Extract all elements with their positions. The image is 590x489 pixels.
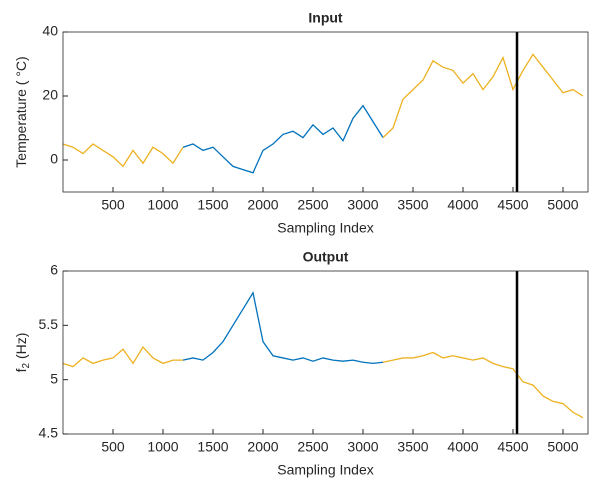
x-tick-label: 5000: [547, 197, 578, 213]
y-tick-label: 40: [42, 23, 58, 39]
x-tick-label: 4000: [447, 439, 478, 455]
axes-box: [62, 31, 589, 193]
y-axis-label: f2 (Hz): [13, 333, 32, 373]
series-line: [62, 345, 183, 368]
x-tick-label: 2500: [297, 197, 328, 213]
y-tick-label: 4.5: [39, 425, 59, 441]
x-tick-label: 3500: [397, 439, 428, 455]
y-tick-label: 20: [42, 87, 58, 103]
plot-area: [63, 32, 588, 192]
x-tick-label: 4000: [447, 197, 478, 213]
x-axis-label: Sampling Index: [277, 462, 374, 478]
x-tick-label: 3000: [347, 439, 378, 455]
x-tick-label: 1500: [197, 439, 228, 455]
y-axis-label-sub: 2: [21, 363, 32, 369]
x-tick-label: 2000: [247, 439, 278, 455]
y-tick-label: 5: [50, 370, 58, 386]
y-axis-label-main: Temperature ( °C): [13, 56, 29, 167]
x-tick-label: 2000: [247, 197, 278, 213]
y-tick-label: 0: [50, 151, 58, 167]
series-line: [182, 104, 384, 174]
x-tick-label: 1000: [147, 439, 178, 455]
series-line: [62, 143, 184, 168]
x-tick-label: 4500: [497, 439, 528, 455]
chart-title: Input: [308, 10, 343, 26]
x-axis-label: Sampling Index: [277, 220, 374, 236]
y-axis-label: Temperature ( °C): [13, 56, 29, 167]
y-tick-label: 5.5: [39, 316, 59, 332]
x-tick-label: 4500: [497, 197, 528, 213]
x-tick-label: 1000: [147, 197, 178, 213]
x-tick-label: 5000: [547, 439, 578, 455]
x-tick-label: 500: [101, 439, 125, 455]
chart-title: Output: [303, 249, 349, 265]
y-tick-label: 6: [50, 262, 58, 278]
y-axis-label-rest: (Hz): [13, 333, 29, 363]
x-tick-label: 500: [101, 197, 125, 213]
axes-box: [62, 270, 589, 435]
x-tick-label: 3500: [397, 197, 428, 213]
series-line: [182, 290, 384, 365]
y-axis-label-main: f: [13, 368, 29, 372]
x-tick-label: 3000: [347, 197, 378, 213]
plot-area: [63, 271, 588, 434]
series-line: [382, 53, 584, 139]
x-tick-label: 2500: [297, 439, 328, 455]
x-tick-label: 1500: [197, 197, 228, 213]
series-line: [382, 351, 584, 419]
